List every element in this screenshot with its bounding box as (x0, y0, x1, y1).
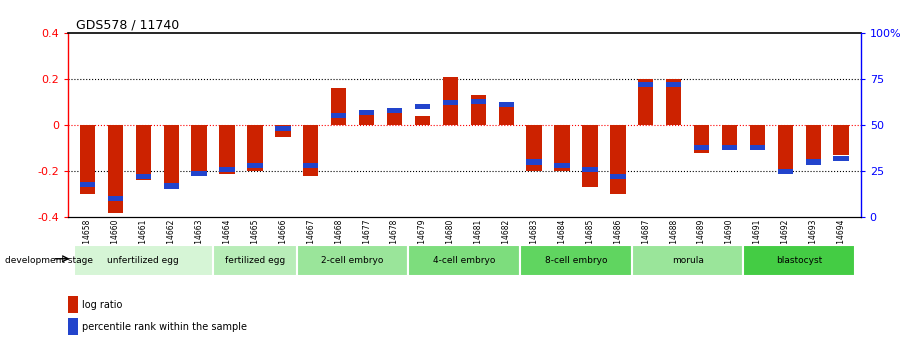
Bar (834, 156, 849, 161)
Bar (750, 145, 765, 150)
Bar (409, 245, 520, 276)
Bar (164, 125, 178, 187)
Bar (722, 125, 737, 148)
Bar (108, 196, 123, 201)
Bar (387, 111, 402, 125)
Bar (694, 145, 709, 150)
Bar (666, 82, 681, 87)
Bar (191, 125, 207, 176)
Bar (750, 125, 765, 148)
Bar (191, 170, 207, 176)
Bar (443, 77, 458, 125)
Text: 2-cell embryo: 2-cell embryo (322, 256, 384, 265)
Bar (331, 88, 346, 125)
Bar (526, 125, 542, 171)
Bar (415, 104, 430, 109)
Bar (359, 110, 374, 115)
Bar (164, 184, 178, 188)
Text: morula: morula (671, 256, 704, 265)
Text: unfertilized egg: unfertilized egg (108, 256, 179, 265)
Bar (304, 163, 319, 168)
Bar (68, 296, 78, 313)
Bar (108, 125, 123, 213)
Text: fertilized egg: fertilized egg (225, 256, 285, 265)
Bar (80, 181, 95, 187)
Bar (583, 167, 598, 172)
Text: development stage: development stage (5, 256, 92, 265)
Bar (136, 125, 151, 180)
Bar (498, 102, 514, 107)
Bar (73, 245, 213, 276)
Bar (331, 113, 346, 118)
Bar (213, 245, 297, 276)
Bar (443, 100, 458, 106)
Bar (805, 125, 821, 160)
Bar (777, 125, 793, 171)
Text: 4-cell embryo: 4-cell embryo (433, 256, 496, 265)
Bar (744, 245, 855, 276)
Bar (638, 79, 653, 125)
Bar (470, 95, 486, 125)
Bar (80, 125, 95, 194)
Bar (777, 169, 793, 174)
Bar (275, 125, 291, 137)
Bar (304, 125, 319, 176)
Bar (554, 125, 570, 171)
Text: blastocyst: blastocyst (776, 256, 823, 265)
Bar (359, 114, 374, 125)
Bar (722, 145, 737, 150)
Bar (470, 99, 486, 103)
Bar (610, 125, 625, 194)
Bar (694, 125, 709, 153)
Text: log ratio: log ratio (82, 300, 123, 310)
Bar (834, 125, 849, 155)
Bar (136, 174, 151, 179)
Bar (526, 159, 542, 165)
Bar (247, 125, 263, 171)
Bar (275, 126, 291, 131)
Bar (219, 125, 235, 174)
Bar (387, 108, 402, 113)
Bar (638, 82, 653, 87)
Bar (520, 245, 631, 276)
Bar (583, 125, 598, 187)
Bar (219, 167, 235, 172)
Text: 8-cell embryo: 8-cell embryo (545, 256, 607, 265)
Text: percentile rank within the sample: percentile rank within the sample (82, 322, 247, 332)
Bar (247, 163, 263, 168)
Bar (415, 116, 430, 125)
Bar (805, 159, 821, 165)
Bar (498, 102, 514, 125)
Bar (631, 245, 744, 276)
Bar (297, 245, 409, 276)
Text: GDS578 / 11740: GDS578 / 11740 (76, 19, 179, 32)
Bar (666, 79, 681, 125)
Bar (554, 163, 570, 168)
Bar (610, 174, 625, 179)
Bar (68, 318, 78, 335)
